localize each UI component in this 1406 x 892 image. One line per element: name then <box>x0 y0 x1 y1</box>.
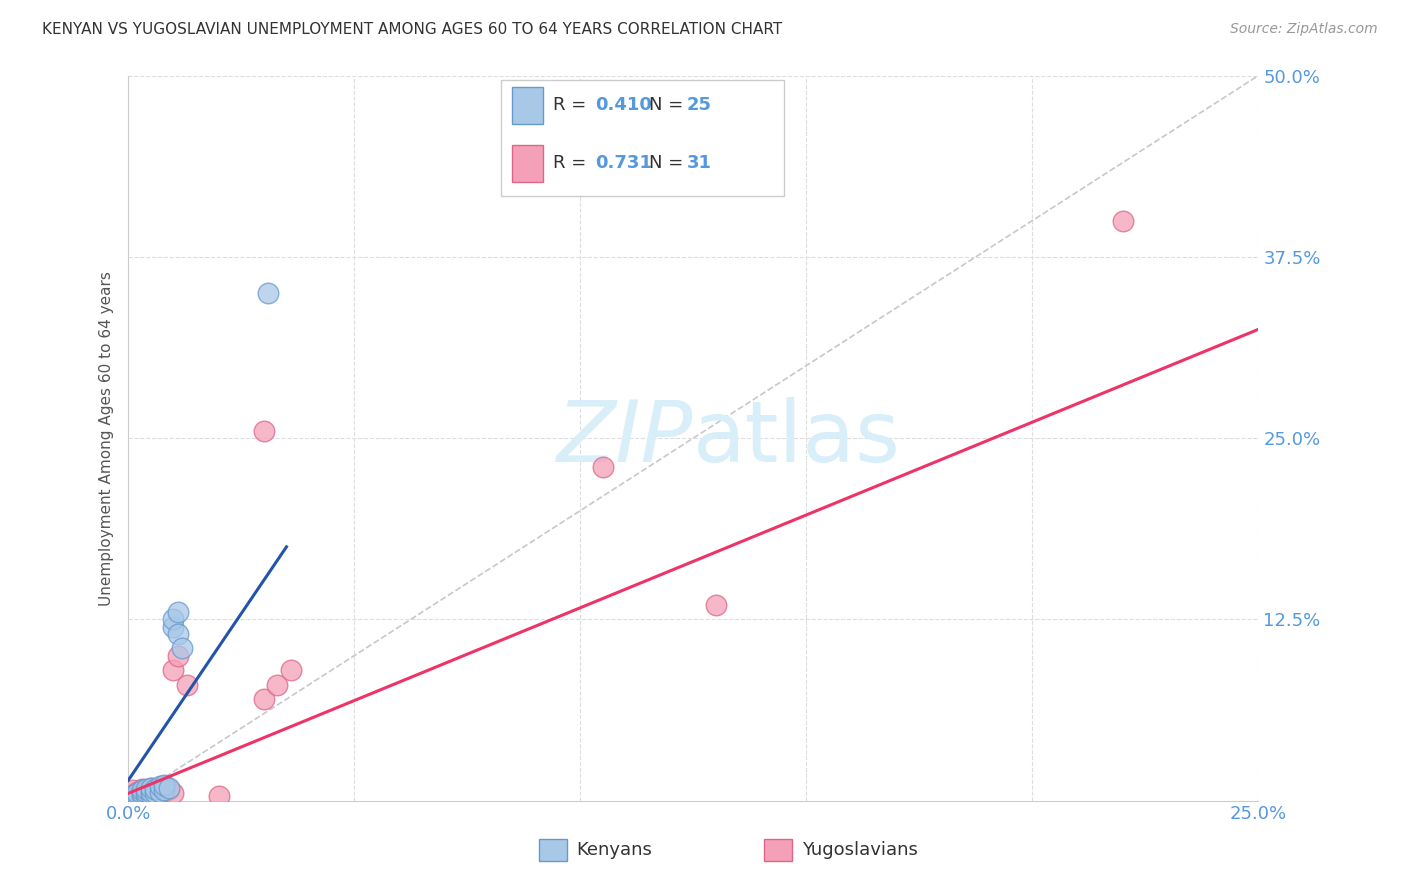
Point <box>145 782 167 797</box>
Point <box>592 460 614 475</box>
Point <box>162 619 184 633</box>
Point <box>131 786 153 800</box>
Point <box>153 783 176 797</box>
Point <box>145 786 167 800</box>
Point <box>167 627 190 641</box>
Point <box>208 789 231 804</box>
Point <box>127 786 149 800</box>
Point <box>131 783 153 797</box>
Text: R =: R = <box>553 154 592 172</box>
Point <box>157 780 180 795</box>
Text: Yugoslavians: Yugoslavians <box>801 840 918 859</box>
Text: N =: N = <box>648 96 689 114</box>
Point <box>121 783 143 797</box>
Point <box>139 785 162 799</box>
Point <box>149 788 172 802</box>
Point <box>167 605 190 619</box>
Point <box>139 780 162 795</box>
Point <box>145 786 167 800</box>
Point <box>139 788 162 802</box>
Text: N =: N = <box>648 154 689 172</box>
Point <box>162 612 184 626</box>
Point <box>127 789 149 804</box>
Point <box>131 786 153 800</box>
Text: 0.410: 0.410 <box>595 96 652 114</box>
Text: atlas: atlas <box>693 397 901 480</box>
Point <box>131 782 153 797</box>
Point <box>280 663 302 677</box>
Text: ZIP: ZIP <box>557 397 693 480</box>
Point <box>253 692 276 706</box>
Text: R =: R = <box>553 96 592 114</box>
Point <box>139 789 162 804</box>
Point <box>176 677 198 691</box>
Point <box>135 785 157 799</box>
Point <box>157 782 180 797</box>
Point <box>153 785 176 799</box>
Text: Kenyans: Kenyans <box>576 840 652 859</box>
Point <box>135 783 157 797</box>
Point <box>704 598 727 612</box>
Text: KENYAN VS YUGOSLAVIAN UNEMPLOYMENT AMONG AGES 60 TO 64 YEARS CORRELATION CHART: KENYAN VS YUGOSLAVIAN UNEMPLOYMENT AMONG… <box>42 22 782 37</box>
Point <box>121 788 143 802</box>
Point <box>135 782 157 797</box>
Point <box>162 786 184 800</box>
Point <box>153 778 176 792</box>
Point <box>162 663 184 677</box>
Point <box>167 648 190 663</box>
Point <box>135 788 157 802</box>
Point <box>131 789 153 804</box>
Point <box>139 780 162 795</box>
Point <box>253 424 276 438</box>
Point <box>1112 213 1135 227</box>
Point <box>149 785 172 799</box>
Point <box>127 789 149 804</box>
Point <box>121 788 143 802</box>
Text: 25: 25 <box>686 96 711 114</box>
Point <box>172 641 194 656</box>
Text: 0.731: 0.731 <box>595 154 652 172</box>
Point <box>149 783 172 797</box>
Y-axis label: Unemployment Among Ages 60 to 64 years: Unemployment Among Ages 60 to 64 years <box>100 270 114 606</box>
Text: Source: ZipAtlas.com: Source: ZipAtlas.com <box>1230 22 1378 37</box>
Point <box>139 785 162 799</box>
Point <box>127 785 149 799</box>
Point <box>145 782 167 797</box>
Point <box>135 788 157 802</box>
Point <box>257 286 280 301</box>
Point <box>153 779 176 793</box>
Text: 31: 31 <box>686 154 711 172</box>
Point <box>266 677 288 691</box>
Point <box>149 779 172 793</box>
Point <box>131 790 153 805</box>
